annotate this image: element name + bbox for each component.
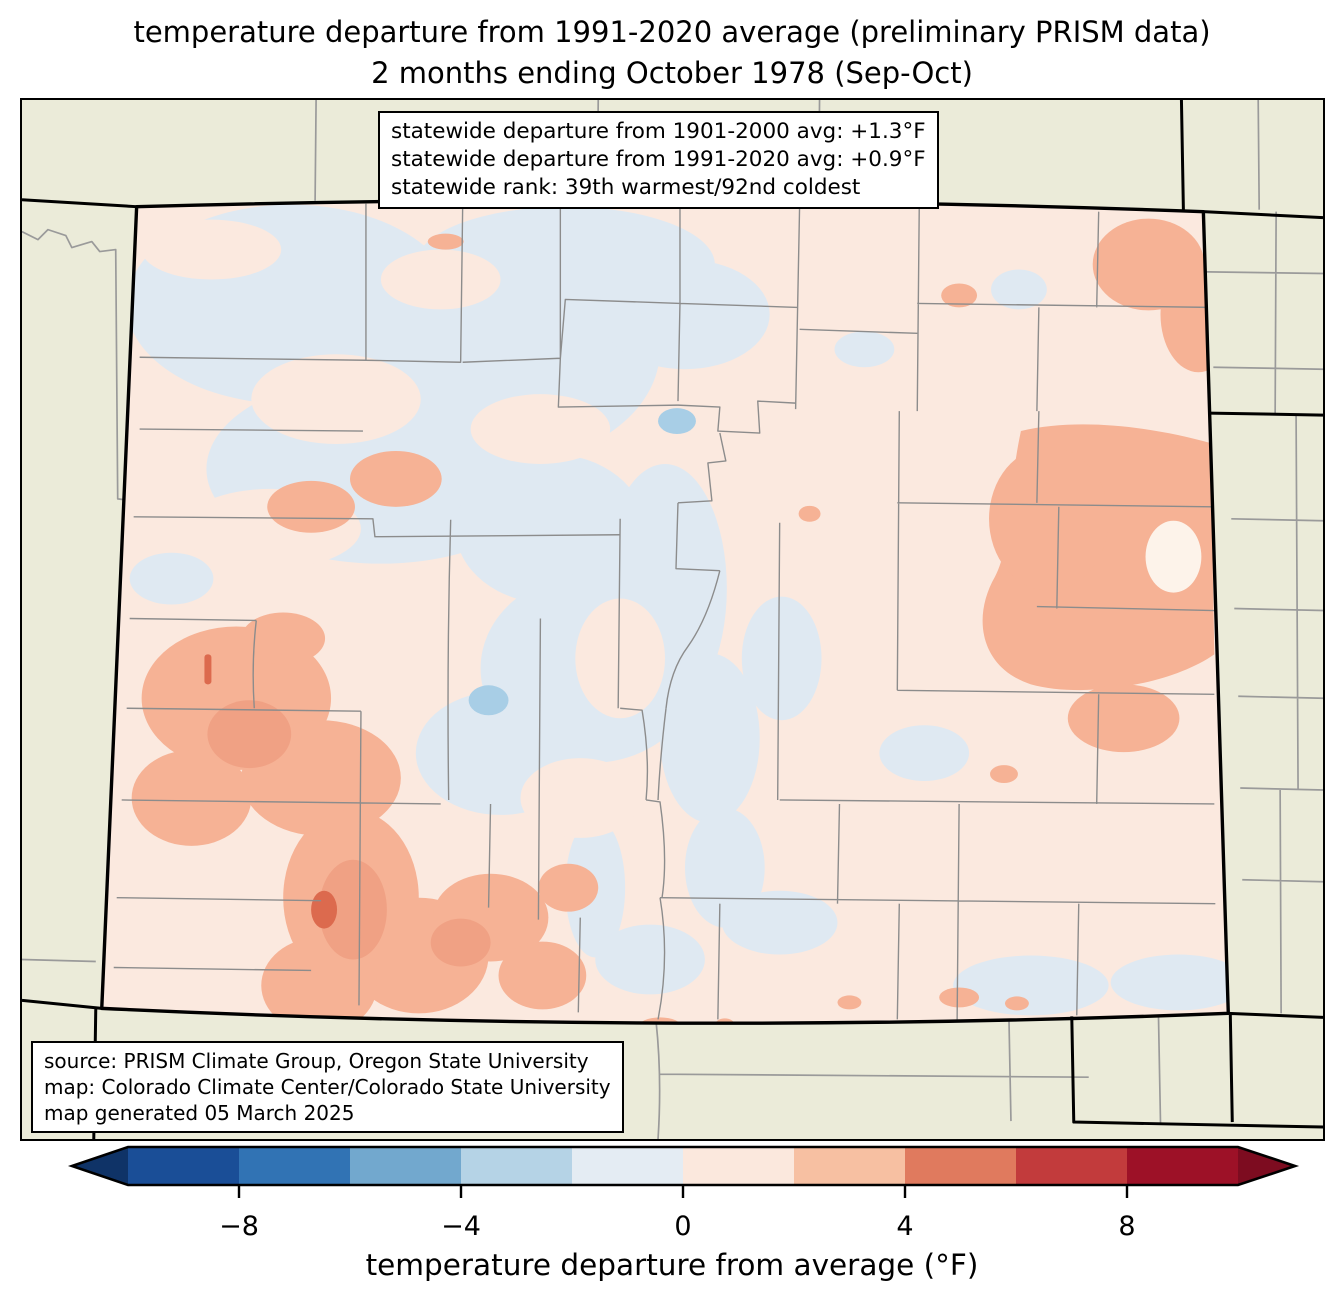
- colorbar-outline: [67, 1145, 1300, 1187]
- colorbar-segment-7: [905, 1147, 1017, 1185]
- colorbar-segment-2: [350, 1147, 462, 1185]
- stats-line-1: statewide departure from 1901-2000 avg: …: [391, 119, 926, 144]
- colorbar-segments: [128, 1147, 1239, 1185]
- colorbar-segment-5: [683, 1147, 795, 1185]
- county-lines: [113, 203, 1216, 1020]
- figure-title: temperature departure from 1991-2020 ave…: [0, 12, 1344, 94]
- colorbar-segment-3: [461, 1147, 573, 1185]
- stronger-warm-blobs: [207, 700, 491, 967]
- colorbar-tick-labels: −8 −4 0 4 8: [219, 1211, 1136, 1242]
- neutral-patches: [141, 219, 666, 838]
- colorbar: −8 −4 0 4 8 temperature departure from a…: [67, 1145, 1300, 1282]
- colorbar-segment-8: [1016, 1147, 1128, 1185]
- source-line-1: source: PRISM Climate Group, Oregon Stat…: [44, 1049, 589, 1073]
- tick-label-neg8: −8: [219, 1211, 259, 1242]
- reservoir-spots: [468, 408, 696, 716]
- stats-line-3: statewide rank: 39th warmest/92nd coldes…: [391, 175, 861, 200]
- tick-label-8: 8: [1118, 1211, 1135, 1242]
- colorbar-right-arrow: [1238, 1147, 1295, 1185]
- tick-label-neg4: −4: [441, 1211, 481, 1242]
- colorbar-ticks: [237, 1185, 1129, 1198]
- statewide-stats-box: statewide departure from 1901-2000 avg: …: [378, 111, 939, 209]
- source-line-3: map generated 05 March 2025: [44, 1101, 355, 1125]
- source-line-2: map: Colorado Climate Center/Colorado St…: [44, 1075, 611, 1099]
- tick-label-0: 0: [674, 1211, 691, 1242]
- tick-label-4: 4: [896, 1211, 913, 1242]
- title-line-2: 2 months ending October 1978 (Sep-Oct): [371, 56, 973, 90]
- state-interior: [101, 200, 1229, 1024]
- colorbar-segment-4: [572, 1147, 684, 1185]
- map-area: statewide departure from 1901-2000 avg: …: [20, 98, 1325, 1141]
- colorbar-segment-0: [128, 1147, 240, 1185]
- colorado-map: [22, 100, 1323, 1139]
- colorbar-segment-1: [239, 1147, 351, 1185]
- colorbar-segment-6: [794, 1147, 906, 1185]
- cream-hole: [1145, 520, 1202, 593]
- source-credit-box: source: PRISM Climate Group, Oregon Stat…: [31, 1041, 624, 1133]
- stats-line-2: statewide departure from 1991-2020 avg: …: [391, 147, 926, 172]
- colorbar-segment-9: [1127, 1147, 1239, 1185]
- colorbar-left-arrow: [72, 1147, 128, 1185]
- colorbar-axis-label: temperature departure from average (°F): [366, 1248, 979, 1282]
- title-line-1: temperature departure from 1991-2020 ave…: [133, 15, 1211, 49]
